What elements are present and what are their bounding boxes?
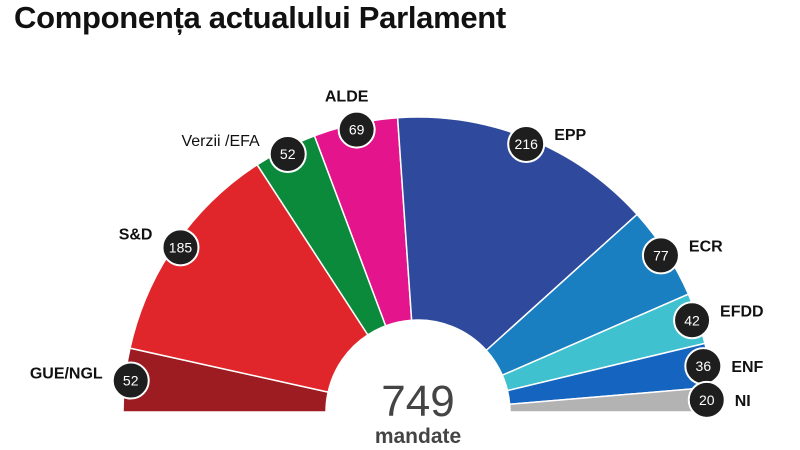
party-label-sandd: S&D: [119, 226, 153, 243]
party-label-alde: ALDE: [325, 89, 369, 106]
total-seats-label: mandate: [375, 425, 461, 448]
seat-badge-value: 20: [699, 392, 715, 408]
seat-badge-value: 42: [684, 312, 700, 328]
seat-badge-value: 52: [280, 146, 296, 162]
seat-badge-enf: 36: [684, 347, 723, 386]
party-label-ni: NI: [735, 393, 751, 410]
seat-badge-gue-ngl: 52: [111, 361, 150, 400]
seat-badge-value: 216: [515, 136, 539, 152]
party-label-enf: ENF: [731, 359, 763, 376]
seat-badge-efdd: 42: [673, 301, 712, 340]
total-seats-number: 749: [381, 377, 454, 426]
badges-layer: 52 185 52 69 216 77 42 36 20: [111, 110, 726, 419]
seat-badge-value: 185: [169, 239, 193, 255]
slice-epp: [396, 116, 639, 352]
slices-layer: [122, 116, 714, 413]
seat-badge-epp: 216: [507, 125, 546, 164]
party-label-ecr: ECR: [689, 238, 723, 255]
seat-badge-alde: 69: [337, 110, 376, 149]
seat-badge-value: 69: [349, 122, 365, 138]
seat-badge-ni: 20: [687, 380, 726, 419]
party-label-gue-ngl: GUE/NGL: [30, 366, 103, 383]
seat-badge-sandd: 185: [161, 228, 200, 267]
chart-title: Componența actualului Parlament: [14, 0, 506, 35]
seat-badge-verzii-efa: 52: [268, 135, 307, 174]
seat-badge-value: 52: [123, 373, 139, 389]
labels-layer: GUE/NGL S&D Verzii /EFA ALDE EPP ECR EFDD ENF NI: [30, 89, 764, 410]
party-label-verzii-efa: Verzii /EFA: [181, 133, 260, 150]
slice-sandd: [129, 163, 369, 393]
party-label-efdd: EFDD: [720, 303, 764, 320]
seat-badge-value: 36: [696, 358, 712, 374]
seat-badge-value: 77: [653, 247, 669, 263]
party-label-epp: EPP: [554, 127, 586, 144]
seat-badge-ecr: 77: [641, 236, 680, 275]
